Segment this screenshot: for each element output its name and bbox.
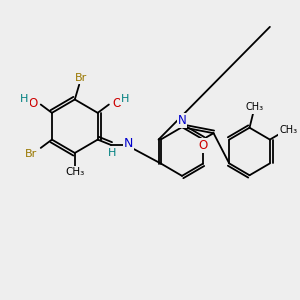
Text: N: N — [124, 137, 133, 150]
Text: O: O — [198, 139, 208, 152]
Text: N: N — [178, 114, 186, 127]
Text: Br: Br — [25, 149, 37, 160]
Text: Br: Br — [75, 73, 87, 83]
Text: CH₃: CH₃ — [246, 103, 264, 112]
Text: H: H — [20, 94, 28, 104]
Text: CH₃: CH₃ — [65, 167, 84, 177]
Text: O: O — [28, 97, 37, 110]
Text: CH₃: CH₃ — [279, 125, 297, 135]
Text: O: O — [112, 97, 122, 110]
Text: H: H — [108, 148, 117, 158]
Text: H: H — [121, 94, 130, 104]
